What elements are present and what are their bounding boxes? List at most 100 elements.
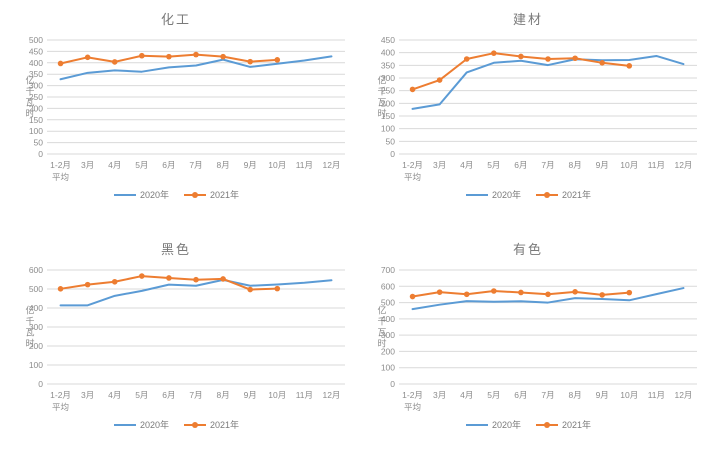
series-marker [247,58,253,65]
series-marker [57,60,64,67]
x-tick-label: 11月 [648,160,665,170]
series-marker [518,53,524,60]
chart-legend: 2020年 2021年 [0,188,352,201]
x-tick-label: 4月 [108,390,121,400]
y-tick-label: 100 [381,363,395,373]
series-marker [626,63,633,69]
y-tick-label: 100 [29,126,43,136]
x-tick-label: 8月 [568,390,581,400]
x-tick-label: 12月 [322,390,340,400]
x-tick-label: 7月 [189,160,202,170]
x-tick-label-line2: 平均 [404,172,421,182]
y-tick-label: 500 [381,298,395,308]
series-marker [84,281,91,288]
x-tick-label-line2: 平均 [404,402,421,412]
y-axis-title-char: 时 [377,108,386,119]
y-tick-label: 100 [381,124,395,134]
y-tick-label: 400 [381,48,395,58]
legend-item-2021: 2021年 [535,188,591,201]
series-marker [193,276,199,283]
series-marker [274,57,281,63]
series-marker [247,286,253,293]
y-tick-label: 450 [29,46,43,56]
series-marker [436,289,443,295]
y-tick-label: 400 [29,58,43,68]
series-marker [193,51,199,58]
x-tick-label: 10月 [620,390,638,400]
series-marker [139,52,145,59]
x-tick-label: 9月 [244,390,257,400]
chart-legend: 2020年 2021年 [352,188,704,201]
series-marker [599,292,605,298]
legend-label: 2020年 [491,420,521,430]
y-axis-title-char: 瓦 [25,328,34,338]
x-tick-label: 12月 [674,390,692,400]
x-tick-label: 4月 [460,390,473,400]
legend-line-marker-swatch-icon [184,421,206,428]
x-tick-label: 9月 [244,160,257,170]
legend-line-swatch-icon [113,423,136,426]
y-tick-label: 300 [381,73,395,83]
x-tick-label: 12月 [674,160,692,170]
legend-label: 2021年 [210,420,240,430]
y-axis-title-char: 瓦 [25,98,34,108]
series-line-2020年 [411,287,685,311]
series-line-2020年 [59,278,333,307]
series-marker [463,291,470,298]
legend-item-2020: 2020年 [113,418,169,431]
chart-legend: 2020年 2021年 [352,418,704,431]
x-tick-label: 3月 [81,160,94,170]
x-tick-label: 10月 [620,160,638,170]
y-axis-title-char: 亿 [25,75,34,86]
x-tick-label: 10月 [268,160,286,170]
series-marker [518,289,524,296]
y-tick-label: 200 [381,346,395,356]
y-tick-label: 300 [381,330,395,340]
series-marker [491,288,497,294]
y-tick-label: 250 [381,86,395,96]
y-tick-label: 350 [29,69,43,79]
x-tick-label: 11月 [648,390,665,400]
legend-item-2020: 2020年 [465,418,521,431]
series-marker [572,55,578,62]
chart-ferrous: 0 100 200 300 400 500 600 亿千瓦时 1-2月 平均 3月 4月 5月 6月 7月 8… [0,230,352,460]
series-line-2020年 [59,55,333,81]
legend-line-marker-swatch-icon [536,421,558,428]
series-marker [491,50,497,56]
y-tick-label: 600 [29,265,43,275]
x-tick-label: 8月 [216,390,229,400]
x-tick-label: 5月 [487,160,500,170]
y-tick-label: 0 [390,149,395,159]
y-axis-title-char: 时 [25,108,34,119]
y-axis-title-char: 时 [377,338,386,349]
x-tick-label: 3月 [81,390,94,400]
chart-title: 黑色 [160,242,191,257]
chart-chemical: 0 50 100 150 200 250 300 350 400 450 500 亿千瓦时 1-2月 平均… [0,0,352,230]
series-marker [626,289,633,296]
series-marker [111,278,118,285]
y-axis-title-char: 千 [25,317,34,327]
y-tick-label: 350 [381,60,395,70]
series-marker [220,53,226,60]
x-tick-label: 4月 [108,160,121,170]
legend-item-2021: 2021年 [535,418,591,431]
y-axis-title-char: 亿 [25,305,34,316]
series-marker [463,56,470,62]
y-tick-label: 0 [390,379,395,389]
x-tick-label: 9月 [596,390,609,400]
x-tick-label: 1-2月 [402,160,423,170]
legend-line-marker-swatch-icon [184,191,206,198]
y-axis-title-char: 亿 [377,75,386,86]
x-tick-label: 7月 [541,160,554,170]
y-axis-title-char: 千 [377,87,386,97]
chart-title: 建材 [512,12,543,27]
series-marker [139,273,145,279]
x-tick-label: 5月 [135,390,148,400]
x-tick-label: 6月 [162,160,175,170]
y-tick-label: 50 [386,136,396,146]
x-tick-label: 6月 [514,390,527,400]
x-tick-label: 11月 [296,390,313,400]
